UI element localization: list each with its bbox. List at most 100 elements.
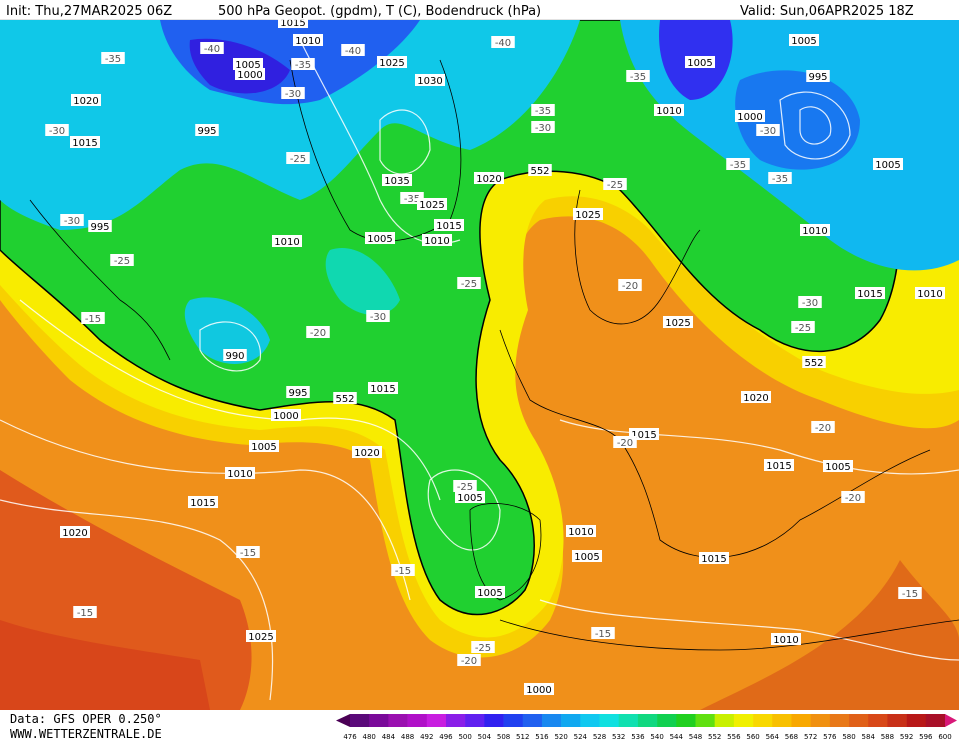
label-box [475,586,505,598]
pressure-label: 1010 [802,226,827,237]
pressure-label: 1020 [62,528,87,539]
scale-swatch [887,714,907,727]
temperature-label: -30 [370,312,386,323]
label-box [60,526,90,538]
scale-label: 520 [554,733,567,741]
pressure-label: 995 [197,126,216,137]
scale-swatch [407,714,428,727]
label-box [341,44,365,56]
scale-label: 492 [420,733,433,741]
label-box [286,386,310,398]
label-box [88,220,112,232]
scale-label: 500 [458,733,471,741]
scale-swatch [561,714,581,727]
temperature-label: -40 [495,38,511,49]
temperature-label: -15 [77,608,93,619]
label-box [223,349,247,361]
label-box [802,356,826,368]
scale-label: 576 [823,733,837,741]
init-time: Init: Thu,27MAR2025 06Z [6,4,172,19]
scale-label: 512 [516,733,529,741]
scale-label: 536 [631,733,645,741]
temperature-label: -25 [290,154,306,165]
pressure-label: 1010 [274,237,299,248]
scale-label: 584 [862,733,876,741]
isobar [0,499,274,701]
pressure-label: 1010 [656,106,681,117]
pressure-label: 995 [90,222,109,233]
label-box [377,56,407,68]
label-box [272,235,302,247]
label-box [382,174,412,186]
scale-swatch [522,714,543,727]
scale-swatch [849,714,869,727]
label-box [236,546,260,558]
label-box [603,178,627,190]
temperature-label: -35 [295,60,311,71]
temperature-label: -40 [345,46,361,57]
pressure-label: 1010 [424,236,449,247]
header-bar [0,0,959,20]
label-box [246,630,276,642]
label-box [352,446,382,458]
temperature-label: -35 [535,106,551,117]
label-box [726,158,750,170]
warm-region-east [700,560,959,710]
label-box [618,279,642,291]
scale-label: 528 [593,733,606,741]
pressure-label: 1000 [237,70,262,81]
label-box [422,234,452,246]
pressure-label: 1005 [477,588,502,599]
coastline [289,59,462,242]
label-box [764,459,794,471]
temperature-label: -25 [475,643,491,654]
temperature-label: -20 [845,493,861,504]
label-box [306,326,330,338]
pressure-label: 1000 [273,411,298,422]
label-box [573,208,603,220]
temperature-label: -20 [461,656,477,667]
pressure-label: 1020 [743,393,768,404]
label-box [60,214,84,226]
pressure-label: 1005 [687,58,712,69]
label-box [626,70,650,82]
scale-label: 504 [478,733,492,741]
scale-swatch [580,714,600,727]
label-box [841,491,865,503]
label-box [70,136,100,148]
label-box [663,316,693,328]
pressure-label: 1025 [665,318,690,329]
label-box [789,34,819,46]
label-box [225,467,255,479]
scale-end [945,714,957,727]
label-box [368,382,398,394]
label-box [434,219,464,231]
pressure-label: 1025 [575,210,600,221]
map-labels: 1015 1010 -40 1005 1000 -35 -35 -30 1020 -30 1015 9… [45,16,945,696]
label-box [531,104,555,116]
label-box [333,392,357,404]
scale-label: 548 [689,733,702,741]
label-box [365,232,395,244]
label-box [195,124,219,136]
scale-label: 568 [785,733,798,741]
scale-swatch [657,714,677,727]
temperature-label: -35 [772,174,788,185]
pressure-label: 1015 [766,461,791,472]
scale-swatch [484,714,504,727]
scale-label: 524 [574,733,588,741]
isobar [559,419,959,475]
label-box [806,70,830,82]
label-box [457,654,481,666]
label-box [491,36,515,48]
temperature-label: -30 [802,298,818,309]
label-box [415,74,445,86]
data-source: Data: GFS OPER 0.250° [10,712,162,726]
label-box [71,94,101,106]
pressure-label: 1005 [251,442,276,453]
scale-swatch [906,714,927,727]
pressure-label: 1015 [436,221,461,232]
label-box [756,124,780,136]
pressure-label: 1000 [737,112,762,123]
